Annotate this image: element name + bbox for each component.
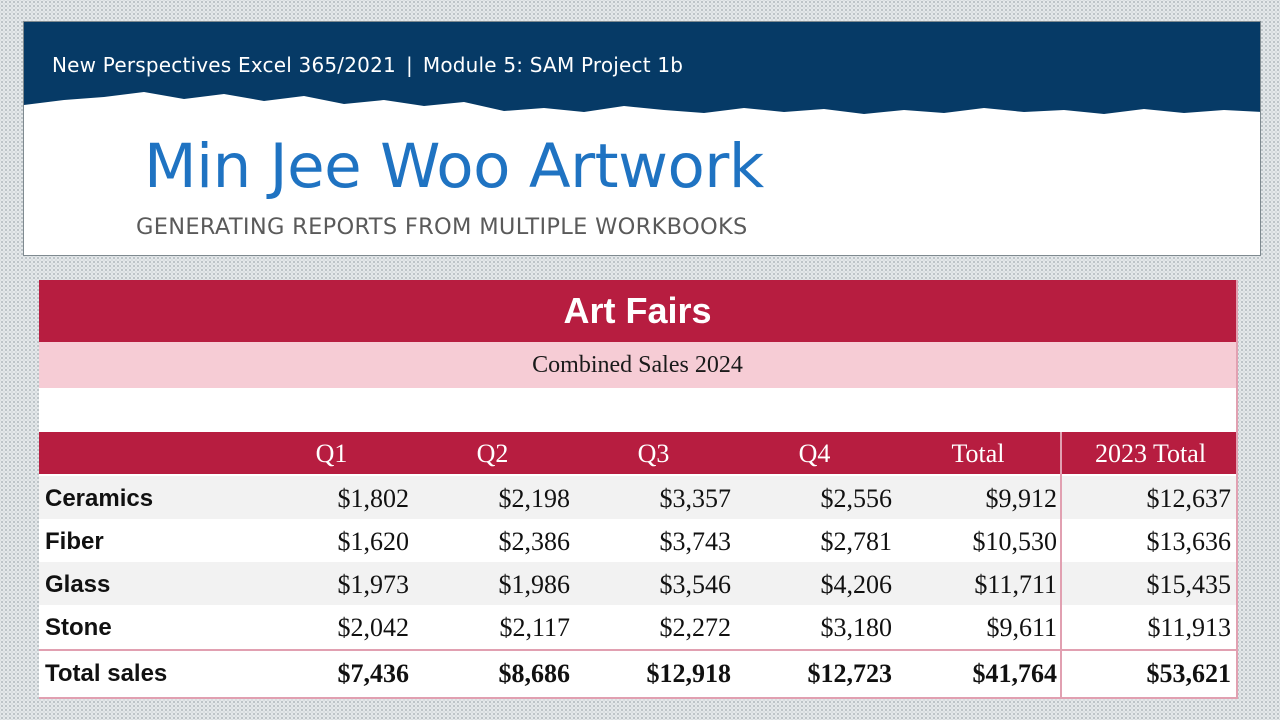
cell-q2[interactable]: $2,386 [498,527,571,556]
header-q3[interactable]: Q3 [637,439,670,468]
cell-2023-total[interactable]: $53,621 [1146,659,1232,688]
cell-total[interactable]: $9,611 [986,613,1057,642]
banner: New Perspectives Excel 365/2021 | Module 5… [23,21,1261,256]
cell-total[interactable]: $41,764 [972,659,1058,688]
cell-q2[interactable]: $2,198 [498,484,571,513]
header-q4[interactable]: Q4 [798,439,831,468]
row-label[interactable]: Stone [45,614,112,641]
header-total[interactable]: Total [951,439,1005,468]
total-row-rule [39,649,1236,651]
brand-subtitle: GENERATING REPORTS FROM MULTIPLE WORKBOO… [136,214,748,240]
course-name: New Perspectives Excel 365/2021 [52,53,396,77]
cell-q3[interactable]: $2,272 [659,613,732,642]
table-row-glass: Glass $1,973 $1,986 $3,546 $4,206 $11,71… [39,562,1236,605]
sheet-title[interactable]: Art Fairs [39,280,1236,342]
table-row-total-sales: Total sales $7,436 $8,686 $12,918 $12,72… [39,651,1236,694]
header-2023-total[interactable]: 2023 Total [1094,439,1207,468]
header-q2[interactable]: Q2 [476,439,509,468]
column-divider [1060,432,1062,697]
module-name: Module 5: SAM Project 1b [422,53,684,77]
blank-row[interactable] [39,388,1236,432]
sheet-subtitle[interactable]: Combined Sales 2024 [39,342,1236,388]
cell-q3[interactable]: $3,357 [659,484,732,513]
cell-total[interactable]: $9,912 [985,484,1058,513]
cell-q4[interactable]: $2,556 [820,484,893,513]
cell-q3[interactable]: $12,918 [646,659,732,688]
cell-2023-total[interactable]: $12,637 [1146,484,1232,513]
row-label[interactable]: Total sales [45,660,168,687]
cell-q4[interactable]: $12,723 [807,659,893,688]
column-header-row: Q1 Q2 Q3 Q4 Total 2023 Total [39,432,1236,474]
cell-2023-total[interactable]: $15,435 [1146,570,1232,599]
row-label[interactable]: Glass [45,571,111,598]
cell-q1[interactable]: $1,973 [337,570,410,599]
cell-q4[interactable]: $3,180 [820,613,893,642]
table-row-fiber: Fiber $1,620 $2,386 $3,743 $2,781 $10,53… [39,519,1236,562]
brand-title: Min Jee Woo Artwork [144,131,764,202]
cell-q1[interactable]: $2,042 [337,613,410,642]
sales-sheet: Art Fairs Combined Sales 2024 Q1 Q2 Q3 Q… [39,280,1238,699]
cell-q1[interactable]: $7,436 [337,659,410,688]
table-row-ceramics: Ceramics $1,802 $2,198 $3,357 $2,556 $9,… [39,476,1236,519]
banner-band [24,22,1260,122]
table-row-stone: Stone $2,042 $2,117 $2,272 $3,180 $9,611… [39,605,1236,648]
cell-q2[interactable]: $2,117 [499,613,570,642]
module-line: New Perspectives Excel 365/2021 | Module 5… [52,53,683,77]
cell-q3[interactable]: $3,743 [659,527,732,556]
cell-q1[interactable]: $1,802 [337,484,410,513]
torn-paper-band [24,22,1260,114]
cell-q3[interactable]: $3,546 [659,570,732,599]
cell-total[interactable]: $10,530 [972,527,1058,556]
row-label[interactable]: Fiber [45,528,104,555]
cell-q4[interactable]: $4,206 [820,570,893,599]
header-q1[interactable]: Q1 [315,439,348,468]
cell-2023-total[interactable]: $11,913 [1147,613,1231,642]
cell-total[interactable]: $11,711 [974,570,1057,599]
cell-q2[interactable]: $8,686 [498,659,571,688]
cell-q4[interactable]: $2,781 [820,527,893,556]
cell-q2[interactable]: $1,986 [498,570,571,599]
row-label[interactable]: Ceramics [45,485,154,512]
cell-2023-total[interactable]: $13,636 [1146,527,1232,556]
cell-q1[interactable]: $1,620 [337,527,410,556]
module-separator: | [405,53,413,77]
